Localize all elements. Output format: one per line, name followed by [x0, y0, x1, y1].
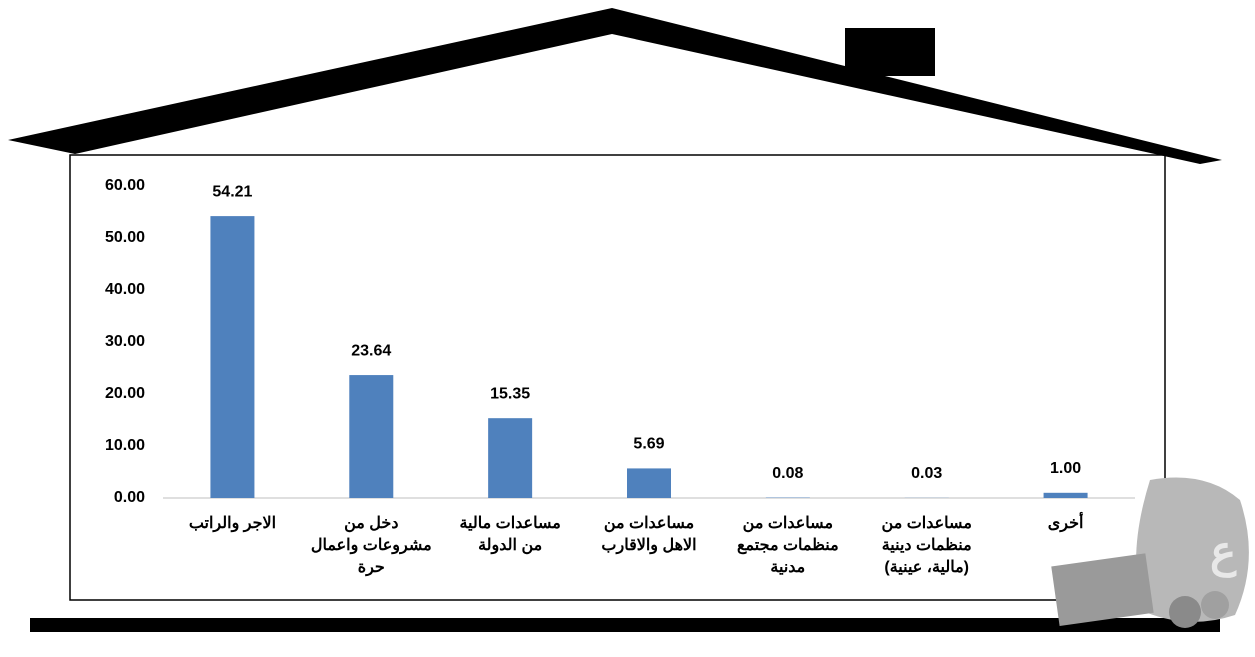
value-label: 0.03 — [911, 465, 942, 482]
value-label: 1.00 — [1050, 460, 1081, 477]
x-tick-label: مساعدات من الاهل والاقارب — [601, 515, 697, 554]
y-tick-label: 0.00 — [114, 489, 145, 506]
y-tick-label: 60.00 — [105, 177, 145, 194]
value-label: 54.21 — [212, 183, 252, 200]
y-tick-label: 20.00 — [105, 385, 145, 402]
roof — [8, 8, 1222, 164]
bar — [488, 418, 533, 498]
bar — [627, 468, 671, 498]
value-label: 23.64 — [351, 342, 391, 359]
x-tick-label: الاجر والراتب — [188, 515, 277, 532]
x-tick-label: دخل من مشروعات واعمال حرة — [310, 515, 432, 576]
bar — [210, 216, 255, 498]
value-label: 5.69 — [633, 436, 664, 453]
bar — [349, 375, 394, 498]
bar — [1043, 492, 1088, 498]
value-label: 0.08 — [772, 465, 803, 482]
floor — [30, 618, 1220, 632]
y-tick-label: 50.00 — [105, 229, 145, 246]
y-tick-label: 40.00 — [105, 281, 145, 298]
plot-frame — [69, 154, 1166, 601]
x-tick-label: مساعدات مالية من الدولة — [459, 515, 561, 554]
x-tick-label: أخرى — [1047, 515, 1084, 532]
money-icon: ع — [1051, 477, 1249, 628]
chimney — [845, 28, 935, 76]
value-label: 15.35 — [490, 385, 530, 402]
svg-text:ع: ع — [1210, 528, 1237, 579]
y-tick-label: 30.00 — [105, 333, 145, 350]
x-tick-label: مساعدات من منظمات مجتمع مدنية — [737, 515, 839, 576]
y-tick-label: 10.00 — [105, 437, 145, 454]
x-tick-label: مساعدات من منظمات دينية (مالية، عينية) — [881, 515, 972, 576]
